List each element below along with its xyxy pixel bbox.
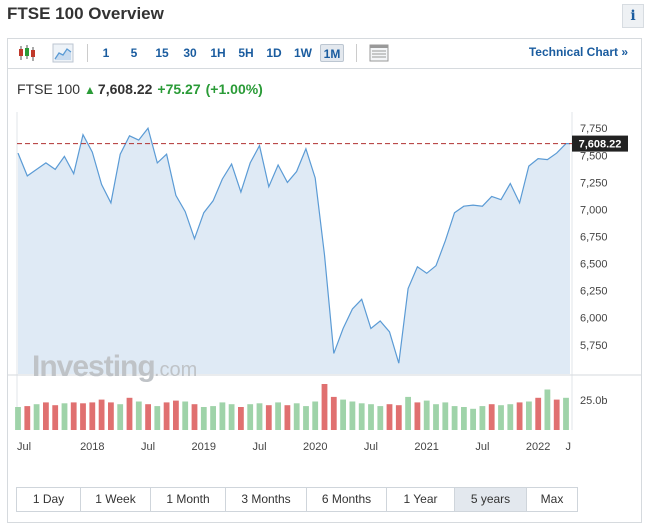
up-arrow-icon: ▲	[84, 83, 96, 97]
info-icon[interactable]: i	[622, 4, 644, 28]
table-view-icon[interactable]	[368, 42, 390, 64]
period-1m[interactable]: 1M	[320, 44, 344, 62]
range-5-years[interactable]: 5 years	[455, 488, 527, 511]
range-6-months[interactable]: 6 Months	[307, 488, 387, 511]
page-title: FTSE 100 Overview	[7, 4, 164, 23]
period-1d[interactable]: 1D	[266, 46, 282, 60]
quote-price: 7,608.22	[97, 81, 153, 97]
candlestick-icon[interactable]	[16, 42, 38, 64]
range-1-month[interactable]: 1 Month	[151, 488, 226, 511]
technical-chart-link[interactable]: Technical Chart »	[528, 45, 628, 59]
chart-frame	[7, 38, 642, 523]
period-30[interactable]: 30	[183, 46, 197, 60]
range-1-year[interactable]: 1 Year	[387, 488, 455, 511]
period-5[interactable]: 5	[130, 46, 138, 60]
toolbar-separator	[356, 44, 357, 62]
period-5h[interactable]: 5H	[238, 46, 254, 60]
period-15[interactable]: 15	[155, 46, 169, 60]
chart-toolbar: 1 5 15 30 1H 5H 1D 1W 1M Technical Chart…	[7, 38, 642, 69]
period-1[interactable]: 1	[102, 46, 110, 60]
quote-change: +75.27	[157, 81, 201, 97]
period-1w[interactable]: 1W	[294, 46, 312, 60]
range-selector: 1 Day 1 Week 1 Month 3 Months 6 Months 1…	[16, 487, 578, 512]
range-1-week[interactable]: 1 Week	[81, 488, 151, 511]
quote-change-pct: (+1.00%)	[205, 81, 263, 97]
area-chart-icon[interactable]	[52, 42, 74, 64]
range-1-day[interactable]: 1 Day	[17, 488, 81, 511]
quote-header: FTSE 100 ▲ 7,608.22 +75.27 (+1.00%)	[17, 81, 263, 97]
range-max[interactable]: Max	[540, 492, 564, 506]
period-1h[interactable]: 1H	[210, 46, 226, 60]
quote-name: FTSE 100	[17, 81, 81, 97]
toolbar-separator	[87, 44, 88, 62]
range-3-months[interactable]: 3 Months	[226, 488, 307, 511]
